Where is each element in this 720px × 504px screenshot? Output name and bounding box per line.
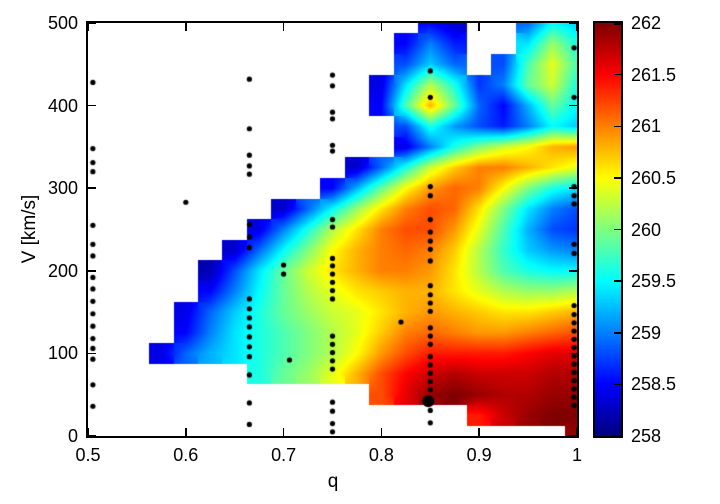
y-tick-mark-right <box>569 270 577 272</box>
colorbar-tick-label: 261.5 <box>631 64 677 85</box>
heatmap-canvas <box>88 23 577 436</box>
y-tick-mark <box>88 352 96 355</box>
y-tick-label: 300 <box>47 178 78 199</box>
colorbar-tick-label: 261 <box>631 116 662 137</box>
x-tick-label: 0.7 <box>271 445 297 465</box>
colorbar-tick-mark <box>614 23 621 25</box>
x-tick-mark <box>185 428 187 436</box>
colorbar-tick-mark <box>614 383 621 386</box>
x-tick-mark-top <box>185 23 187 31</box>
x-tick-mark-top <box>282 23 285 31</box>
y-tick-label: 200 <box>47 260 78 281</box>
colorbar-tick-label: 260 <box>631 219 662 240</box>
y-tick-mark-right <box>569 352 577 355</box>
x-tick-label: 0.8 <box>368 445 394 465</box>
y-tick-label: 100 <box>47 343 78 364</box>
y-tick-mark-right <box>569 435 577 437</box>
x-tick-label: 0.5 <box>75 445 101 465</box>
colorbar-tick-label: 258.5 <box>631 374 677 395</box>
plot-area <box>86 21 579 438</box>
colorbar-tick-label: 262 <box>631 13 662 33</box>
y-tick-mark <box>88 22 96 24</box>
x-tick-mark <box>576 428 578 436</box>
y-tick-mark-right <box>569 22 577 24</box>
y-tick-mark <box>88 104 96 107</box>
x-tick-mark <box>380 428 383 436</box>
x-tick-label: 1 <box>571 445 582 465</box>
x-tick-mark <box>478 428 480 436</box>
colorbar-tick-label: 258 <box>631 426 662 446</box>
x-tick-mark-top <box>87 23 89 31</box>
y-tick-label: 500 <box>47 13 78 33</box>
y-tick-label: 0 <box>67 426 78 446</box>
x-tick-mark <box>282 428 285 436</box>
colorbar <box>593 21 623 438</box>
x-tick-label: 0.6 <box>173 445 199 465</box>
x-tick-label: 0.9 <box>466 445 492 465</box>
colorbar-tick-mark <box>614 125 621 127</box>
y-tick-mark-right <box>569 104 577 107</box>
y-tick-mark <box>88 435 96 437</box>
colorbar-tick-label: 259.5 <box>631 271 677 292</box>
colorbar-tick-mark <box>614 73 621 76</box>
x-axis-title: q <box>327 471 339 492</box>
x-tick-mark <box>87 428 89 436</box>
x-tick-mark-top <box>576 23 578 31</box>
colorbar-tick-mark <box>614 177 621 179</box>
colorbar-tick-mark <box>614 280 621 282</box>
colorbar-tick-label: 260.5 <box>631 167 677 188</box>
y-tick-label: 400 <box>47 95 78 116</box>
x-tick-mark-top <box>380 23 383 31</box>
x-tick-mark-top <box>478 23 480 31</box>
colorbar-tick-label: 259 <box>631 322 662 343</box>
colorbar-tick-mark <box>614 228 621 231</box>
colorbar-tick-mark <box>614 434 621 436</box>
y-tick-mark <box>88 187 96 189</box>
y-axis-title: V [km/s] <box>19 194 40 264</box>
colorbar-tick-mark <box>614 332 621 334</box>
y-tick-mark-right <box>569 187 577 189</box>
y-tick-mark <box>88 270 96 272</box>
